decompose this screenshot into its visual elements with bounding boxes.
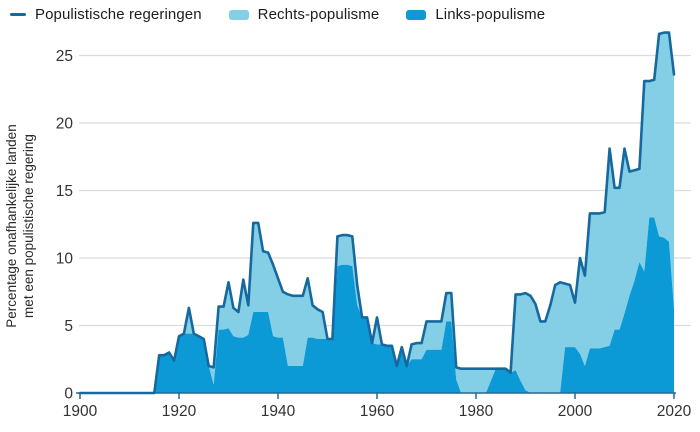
- svg-text:2020: 2020: [657, 403, 692, 420]
- y-axis-title-line1: Percentage onafhankelijke landen: [4, 124, 19, 328]
- legend: Populistische regeringen Rechts-populism…: [10, 6, 545, 23]
- svg-text:1920: 1920: [162, 403, 197, 420]
- svg-text:1900: 1900: [63, 403, 98, 420]
- y-axis-title: Percentage onafhankelijke landen met een…: [3, 56, 39, 396]
- line-swatch-icon: [10, 13, 26, 16]
- legend-label: Links-populisme: [435, 6, 546, 23]
- svg-text:20: 20: [56, 116, 74, 133]
- legend-label: Populistische regeringen: [35, 6, 202, 23]
- populistische-regeringen-line: [78, 31, 676, 395]
- svg-text:1940: 1940: [261, 403, 296, 420]
- legend-item-populistische-regeringen: Populistische regeringen: [10, 6, 202, 23]
- rechts-swatch-icon: [228, 9, 249, 20]
- legend-label: Rechts-populisme: [257, 6, 380, 23]
- svg-text:15: 15: [56, 183, 73, 200]
- rechts-populisme-area: [80, 32, 674, 393]
- legend-item-rechts-populisme: Rechts-populisme: [228, 6, 380, 23]
- links-populisme-area: [80, 217, 674, 393]
- y-axis-title-line2: met een populistische regering: [21, 134, 36, 318]
- svg-text:5: 5: [64, 318, 73, 335]
- svg-text:10: 10: [56, 251, 74, 268]
- svg-text:1980: 1980: [459, 403, 494, 420]
- x-tick-labels: 1900 1920 1940 1960 1980 2000 2020: [63, 393, 692, 420]
- svg-text:1960: 1960: [360, 403, 395, 420]
- svg-text:25: 25: [56, 48, 73, 65]
- links-swatch-icon: [406, 9, 427, 20]
- y-tick-labels: 0 5 10 15 20 25: [56, 48, 74, 403]
- svg-text:0: 0: [64, 386, 73, 403]
- legend-item-links-populisme: Links-populisme: [406, 6, 545, 23]
- svg-text:2000: 2000: [558, 403, 593, 420]
